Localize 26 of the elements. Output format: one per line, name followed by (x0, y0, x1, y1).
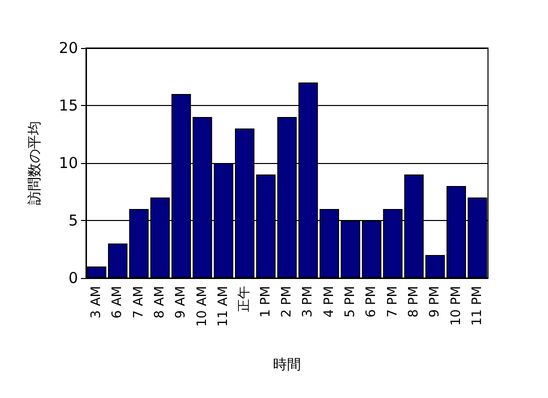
x-tick-label: 11 AM (216, 286, 232, 327)
y-tick-label: 0 (68, 269, 78, 287)
x-tick-label: 9 PM (428, 286, 443, 318)
x-tick-label: 7 PM (385, 286, 400, 318)
x-tick-label: 8 AM (152, 286, 168, 319)
x-tick-label: 6 PM (364, 286, 380, 318)
x-tick-label: 2 PM (280, 286, 294, 318)
x-tick-label: 10 PM (448, 286, 464, 326)
x-tick-label: 4 PM (322, 286, 337, 318)
x-tick-label: 5 PM (342, 286, 358, 318)
x-tick-label: 6 AM (110, 286, 126, 319)
y-tick-label: 5 (68, 212, 78, 230)
y-tick-label: 10 (58, 154, 78, 172)
y-tick-label: 20 (58, 39, 78, 57)
x-tick-label: 1 PM (258, 286, 274, 318)
x-tick-label: 正午 (237, 286, 252, 312)
x-tick-label: 7 AM (131, 286, 146, 319)
x-axis-title: 時間 (273, 357, 301, 373)
x-tick-label: 10 AM (194, 286, 210, 327)
x-tick-label: 3 AM (89, 286, 104, 319)
y-tick-label: 15 (58, 96, 78, 114)
x-tick-label: 8 PM (406, 286, 422, 318)
x-tick-label: 9 AM (174, 286, 189, 319)
x-tick-label: 11 PM (470, 286, 485, 326)
y-axis-title: 訪問数の平均 (27, 121, 43, 205)
x-tick-label: 3 PM (300, 286, 316, 318)
